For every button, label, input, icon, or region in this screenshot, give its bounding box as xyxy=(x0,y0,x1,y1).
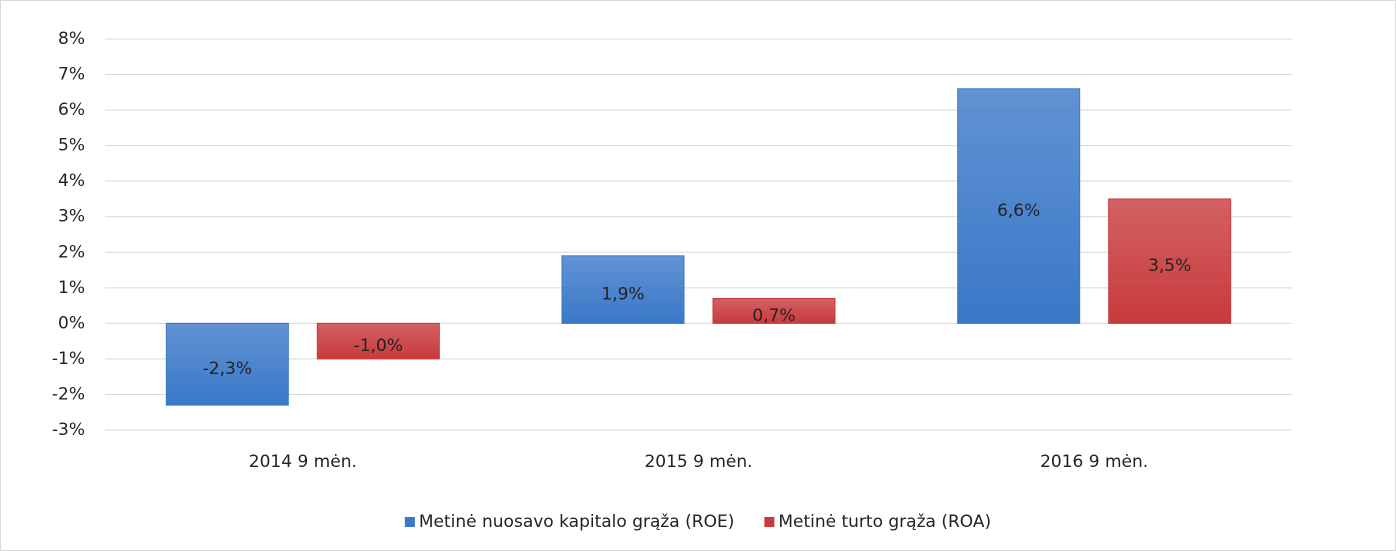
x-tick-label: 2014 9 mėn. xyxy=(249,452,357,472)
y-tick-label: 5% xyxy=(58,136,85,156)
y-tick-label: -2% xyxy=(52,384,85,404)
y-tick-label: 6% xyxy=(58,100,85,120)
y-tick-label: 8% xyxy=(58,29,85,49)
data-label: 3,5% xyxy=(1148,256,1191,276)
y-tick-label: -1% xyxy=(52,349,85,369)
data-label: -1,0% xyxy=(354,336,403,356)
y-tick-label: 1% xyxy=(58,278,85,298)
data-label: 6,6% xyxy=(997,201,1040,221)
legend-swatch xyxy=(404,517,415,527)
data-label: -2,3% xyxy=(203,359,252,379)
bar xyxy=(712,297,836,324)
bar xyxy=(957,88,1081,324)
x-tick-label: 2016 9 mėn. xyxy=(1040,452,1148,472)
data-label: 1,9% xyxy=(601,285,644,305)
y-tick-label: 2% xyxy=(58,242,85,262)
bar xyxy=(561,255,685,324)
data-label: 0,7% xyxy=(752,306,795,326)
legend-label: Metinė turto grąža (ROA) xyxy=(778,512,991,532)
bar xyxy=(1108,198,1232,324)
bar xyxy=(316,322,440,360)
x-tick-label: 2015 9 mėn. xyxy=(644,452,752,472)
y-tick-label: -3% xyxy=(52,420,85,440)
y-tick-label: 3% xyxy=(58,207,85,227)
legend-label: Metinė nuosavo kapitalo grąža (ROE) xyxy=(419,512,734,532)
bar xyxy=(165,322,289,406)
y-tick-label: 0% xyxy=(58,313,85,333)
legend-swatch xyxy=(764,517,775,527)
y-tick-label: 4% xyxy=(58,171,85,191)
y-tick-label: 7% xyxy=(58,65,85,85)
